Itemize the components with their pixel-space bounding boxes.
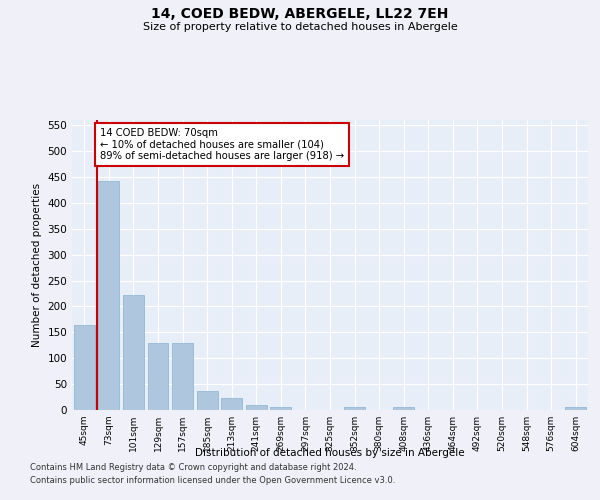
Bar bbox=[98, 180, 119, 410]
Bar bbox=[148, 342, 169, 410]
Text: 14 COED BEDW: 70sqm
← 10% of detached houses are smaller (104)
89% of semi-detac: 14 COED BEDW: 70sqm ← 10% of detached ho… bbox=[100, 128, 344, 161]
Y-axis label: Number of detached properties: Number of detached properties bbox=[32, 183, 42, 347]
Bar bbox=[197, 391, 218, 410]
Bar bbox=[565, 408, 586, 410]
Bar bbox=[271, 407, 292, 410]
Text: Contains public sector information licensed under the Open Government Licence v3: Contains public sector information licen… bbox=[30, 476, 395, 485]
Text: Size of property relative to detached houses in Abergele: Size of property relative to detached ho… bbox=[143, 22, 457, 32]
Text: 14, COED BEDW, ABERGELE, LL22 7EH: 14, COED BEDW, ABERGELE, LL22 7EH bbox=[151, 8, 449, 22]
Bar bbox=[221, 398, 242, 410]
Bar bbox=[123, 295, 144, 410]
Bar bbox=[344, 408, 365, 410]
Bar bbox=[393, 408, 414, 410]
Text: Distribution of detached houses by size in Abergele: Distribution of detached houses by size … bbox=[195, 448, 465, 458]
Text: Contains HM Land Registry data © Crown copyright and database right 2024.: Contains HM Land Registry data © Crown c… bbox=[30, 464, 356, 472]
Bar bbox=[74, 324, 95, 410]
Bar bbox=[172, 342, 193, 410]
Bar bbox=[246, 405, 267, 410]
